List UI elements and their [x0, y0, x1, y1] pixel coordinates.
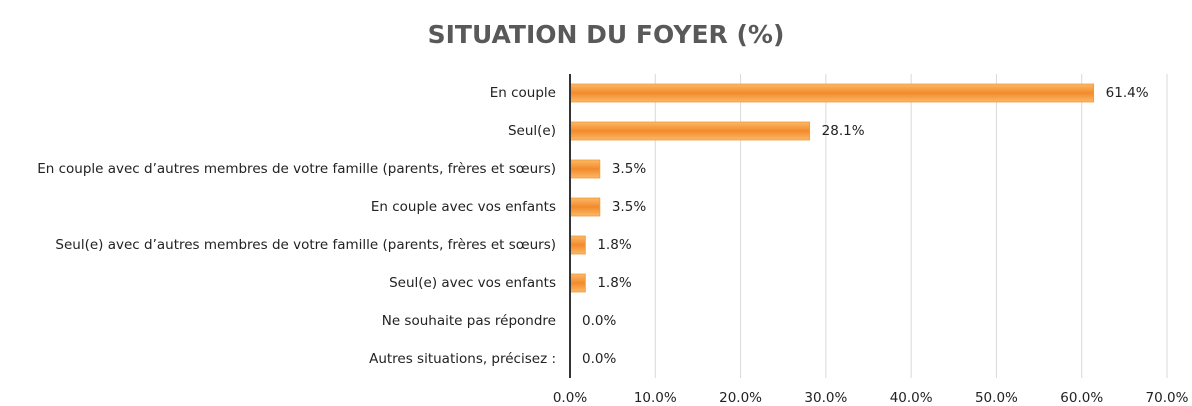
x-tick-label: 70.0%: [1146, 390, 1189, 406]
y-tick-label: Autres situations, précisez :: [369, 351, 556, 367]
x-tick-label: 40.0%: [890, 390, 933, 406]
y-tick-label: Ne souhaite pas répondre: [382, 313, 556, 329]
bar: [569, 159, 601, 179]
x-tick-label: 50.0%: [975, 390, 1018, 406]
x-tick-label: 20.0%: [719, 390, 762, 406]
x-tick-label: 30.0%: [804, 390, 847, 406]
y-tick-label: Seul(e): [508, 123, 556, 139]
x-tick-label: 0.0%: [553, 390, 587, 406]
y-tick-label: En couple avec vos enfants: [371, 199, 556, 215]
value-label: 3.5%: [612, 161, 646, 177]
bar: [569, 235, 586, 255]
chart-title: SITUATION DU FOYER (%): [428, 20, 785, 49]
value-label: 0.0%: [582, 313, 616, 329]
bar: [569, 121, 811, 141]
y-tick-label: En couple: [490, 85, 556, 101]
value-label: 61.4%: [1106, 85, 1149, 101]
value-label: 1.8%: [597, 275, 631, 291]
bar: [569, 273, 586, 293]
bar: [569, 197, 601, 217]
x-tick-label: 60.0%: [1060, 390, 1103, 406]
bar: [569, 83, 1095, 103]
y-tick-label: Seul(e) avec vos enfants: [389, 275, 556, 291]
value-label: 3.5%: [612, 199, 646, 215]
y-tick-label: Seul(e) avec d’autres membres de votre f…: [55, 237, 556, 253]
x-tick-label: 10.0%: [634, 390, 677, 406]
value-label: 1.8%: [597, 237, 631, 253]
value-label: 0.0%: [582, 351, 616, 367]
value-label: 28.1%: [822, 123, 865, 139]
y-tick-label: En couple avec d’autres membres de votre…: [37, 161, 556, 177]
